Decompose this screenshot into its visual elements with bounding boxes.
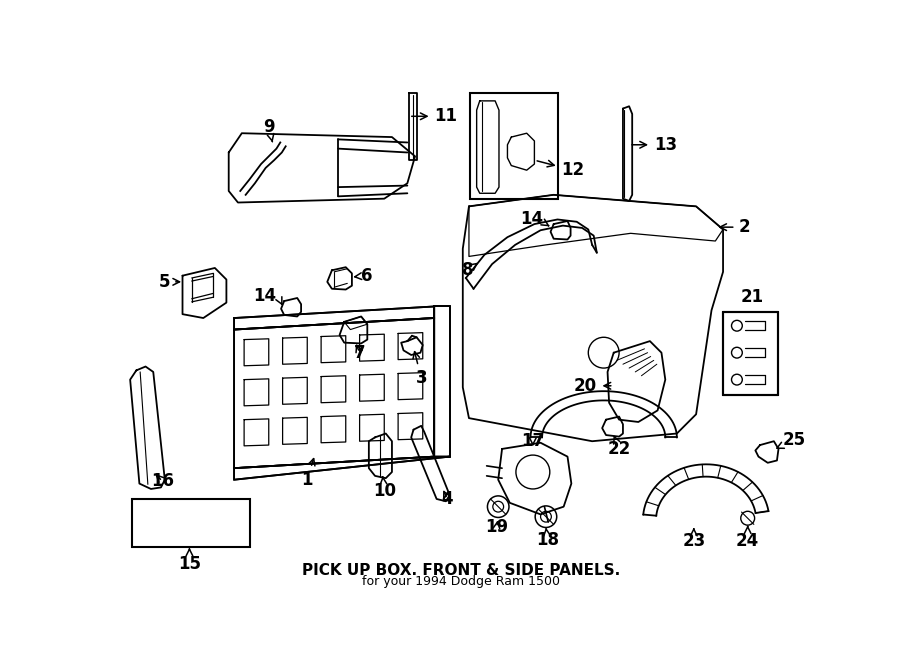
Text: 21: 21: [741, 288, 764, 307]
Circle shape: [732, 321, 742, 331]
Text: 25: 25: [777, 431, 806, 449]
Polygon shape: [131, 499, 249, 547]
Text: PICK UP BOX. FRONT & SIDE PANELS.: PICK UP BOX. FRONT & SIDE PANELS.: [302, 563, 620, 578]
Polygon shape: [723, 312, 778, 395]
Text: 22: 22: [608, 436, 631, 458]
Polygon shape: [234, 318, 435, 468]
Polygon shape: [234, 307, 435, 330]
Circle shape: [488, 496, 509, 518]
Text: 23: 23: [682, 529, 706, 551]
Text: 8: 8: [462, 261, 477, 280]
Text: 11: 11: [411, 107, 457, 126]
Text: 3: 3: [413, 352, 427, 387]
Polygon shape: [234, 457, 450, 480]
Text: 10: 10: [373, 477, 396, 500]
Text: 14: 14: [253, 288, 276, 305]
Text: 2: 2: [720, 218, 750, 236]
Text: 1: 1: [302, 459, 315, 488]
Text: for your 1994 Dodge Ram 1500: for your 1994 Dodge Ram 1500: [362, 575, 560, 588]
Text: 13: 13: [632, 136, 677, 154]
Text: 19: 19: [485, 518, 508, 537]
Text: 14: 14: [519, 210, 543, 229]
Circle shape: [536, 506, 557, 527]
Text: 5: 5: [158, 273, 180, 291]
Text: 16: 16: [151, 472, 174, 490]
Text: 18: 18: [536, 528, 559, 549]
Text: 15: 15: [178, 549, 201, 574]
Text: 17: 17: [521, 432, 544, 450]
Circle shape: [741, 512, 754, 525]
Circle shape: [732, 347, 742, 358]
Text: 7: 7: [354, 344, 365, 362]
Polygon shape: [471, 93, 557, 199]
Text: 4: 4: [442, 490, 454, 508]
Text: 9: 9: [263, 118, 274, 141]
Text: 24: 24: [736, 526, 760, 551]
Text: 20: 20: [573, 377, 611, 395]
Text: 12: 12: [537, 161, 584, 179]
Text: 6: 6: [355, 266, 373, 285]
Polygon shape: [435, 307, 450, 457]
Circle shape: [732, 374, 742, 385]
